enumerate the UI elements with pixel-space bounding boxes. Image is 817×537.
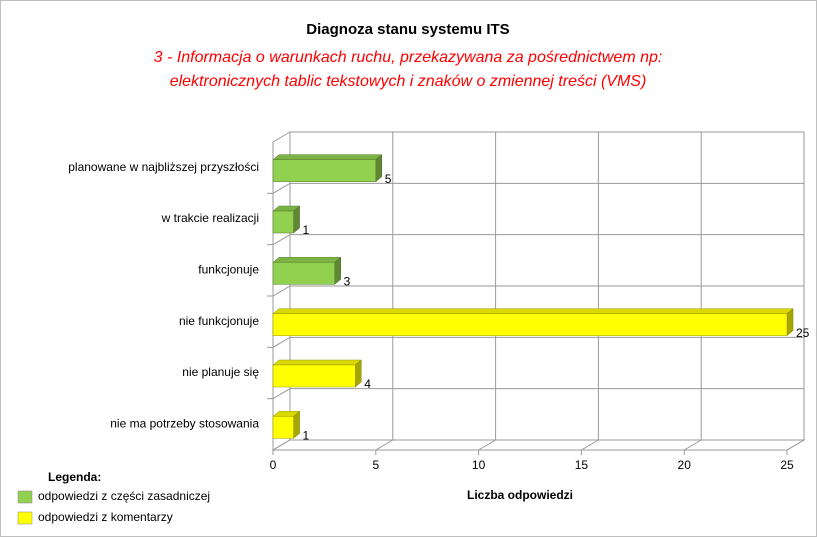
legend-swatch — [17, 490, 33, 504]
chart-subtitle: elektronicznych tablic tekstowych i znak… — [170, 73, 647, 90]
category-divider — [267, 234, 804, 246]
bar-side — [375, 154, 383, 183]
bar-front — [272, 159, 377, 182]
bar-side — [293, 205, 300, 234]
bar — [272, 308, 794, 337]
grid-line — [478, 439, 496, 451]
category-divider — [267, 336, 804, 348]
category-divider — [267, 388, 804, 400]
bar — [272, 154, 383, 183]
bar-top — [272, 154, 383, 160]
bar-top — [272, 257, 342, 263]
bar-side — [786, 308, 794, 337]
bar-top — [272, 308, 794, 314]
x-tick-label: 15 — [575, 458, 589, 472]
x-tick-label: 25 — [780, 458, 794, 472]
legend-label: odpowiedzi z części zasadniczej — [38, 489, 210, 503]
x-tick-label: 0 — [270, 458, 277, 472]
grid-line — [375, 439, 394, 451]
bar — [272, 359, 362, 388]
bar — [272, 410, 301, 439]
y-tick-label: funkcjonuje — [198, 263, 259, 277]
grid-line — [272, 439, 291, 451]
y-tick-label: nie planuje się — [182, 365, 259, 379]
bar-side — [334, 256, 341, 285]
grid-line — [581, 439, 599, 451]
x-axis-label: Liczba odpowiedzi — [467, 488, 573, 502]
chart-title: Diagnoza stanu systemu ITS — [306, 21, 509, 38]
value-label: 5 — [385, 172, 392, 186]
bar — [272, 256, 342, 285]
bar-front — [272, 262, 335, 285]
bar-front — [272, 364, 356, 388]
y-tick-label: planowane w najbliższej przyszłości — [68, 160, 259, 174]
legend-label: odpowiedzi z komentarzy — [38, 510, 173, 524]
bar-front — [272, 416, 294, 439]
value-label: 4 — [364, 377, 371, 391]
value-label: 3 — [344, 275, 351, 289]
bar-side — [354, 359, 362, 388]
bar-front — [272, 210, 294, 234]
category-divider — [267, 182, 804, 194]
floor — [271, 439, 806, 451]
value-label: 25 — [796, 326, 810, 340]
value-label: 1 — [303, 429, 310, 443]
grid-line — [683, 439, 702, 451]
value-label: 1 — [303, 223, 310, 237]
bar-top — [272, 359, 362, 366]
bar — [272, 205, 301, 234]
y-tick-label: nie funkcjonuje — [179, 314, 259, 328]
x-tick-label: 10 — [472, 458, 486, 472]
y-tick-label: nie ma potrzeby stosowania — [110, 417, 259, 431]
x-tick-label: 20 — [678, 458, 692, 472]
chart-subtitle: 3 - Informacja o warunkach ruchu, przeka… — [154, 49, 663, 66]
legend-swatch — [17, 511, 33, 525]
category-divider — [267, 285, 804, 297]
y-tick-label: w trakcie realizacji — [161, 211, 259, 225]
legend-title: Legenda: — [48, 470, 101, 484]
x-tick-label: 5 — [372, 458, 379, 472]
grid-line — [786, 439, 805, 451]
bar-side — [293, 410, 300, 439]
bar-front — [272, 313, 788, 336]
